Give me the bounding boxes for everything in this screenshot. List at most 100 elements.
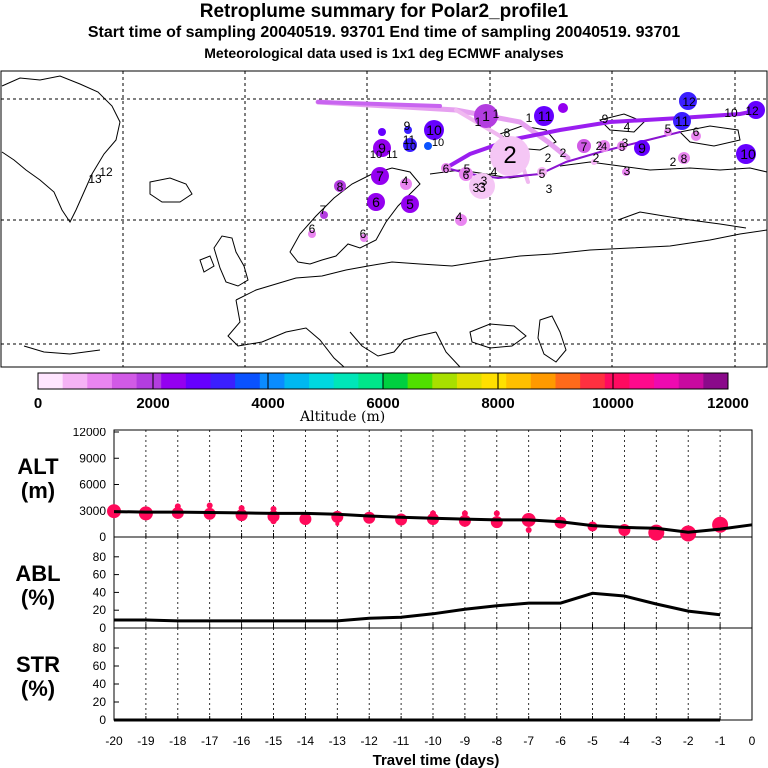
svg-text:7: 7 [581,140,588,154]
svg-text:10: 10 [404,141,416,153]
colorbar-swatch [555,373,581,389]
alt-point [299,513,312,526]
colorbar-swatch [235,373,261,389]
alt-point [458,514,471,527]
svg-text:4: 4 [601,141,607,153]
colorbar-tick-label: 2000 [136,395,169,412]
abl-line [114,591,721,623]
alt-point [238,505,245,512]
y-tick-label: 0 [99,530,106,544]
panel-content: -20 -19 -18 -17 -16 -15 -14 -13 -12 -11 -10 -9 -8 -7-… [105,502,756,768]
alt-line [113,510,753,534]
colorbar-tick-label: 0 [34,395,42,412]
map-point-label: 2 [545,151,552,165]
y-tick-label: 20 [93,695,107,709]
map-point-label: 2 [596,139,603,153]
alt-point [331,510,344,523]
altitude-colorbar: 0 2000 4000 6000 8000 10000 12000 [34,372,749,412]
colorbar-ticks: 0 2000 4000 6000 8000 10000 12000 [34,373,749,412]
colorbar-swatch [333,373,359,389]
colorbar-swatch [161,373,187,389]
svg-text:9: 9 [378,140,386,156]
colorbar-swatch [629,373,655,389]
colorbar-swatch [62,373,88,389]
panel-label: ALT [17,454,59,479]
y-tick-label: 80 [93,550,107,564]
colorbar-swatch [407,373,433,389]
colorbar-swatch [309,373,335,389]
map-point-label: 6 [360,227,367,241]
colorbar-swatch [678,373,704,389]
map-point-label: 3 [624,164,631,178]
colorbar-swatch [87,373,113,389]
sampling-time-subtitle: Start time of sampling 20040519. 93701 E… [87,24,681,41]
x-tick-label: -13 [329,734,347,748]
x-tick-label: -19 [137,734,155,748]
svg-text:7: 7 [376,168,384,184]
colorbar-swatch [210,373,236,389]
x-tick-label: -8 [491,734,502,748]
alt-point [490,516,503,529]
y-tick-label: 60 [93,659,107,673]
colorbar-tick-label: 12000 [707,395,749,412]
y-tick-label: 40 [93,585,107,599]
svg-text:12: 12 [682,95,696,109]
map-point-label: 4 [624,120,631,134]
alt-point [270,518,277,525]
x-tick-label: -5 [587,734,598,748]
map-point-label: 2 [670,155,677,169]
x-tick-label: -12 [361,734,379,748]
colorbar-swatch [580,373,606,389]
svg-text:10: 10 [740,146,756,162]
colorbar-swatch [506,373,532,389]
svg-text:5: 5 [406,196,414,212]
map-point-label: 6 [309,222,316,236]
map-point-label: 8 [504,126,511,140]
map-point-label: 2 [593,151,600,165]
x-axis-label: Travel time (days) [373,752,500,768]
map-point-label: 9 [602,112,609,126]
y-tick-label: 0 [99,621,106,635]
map-point-label: 1 [493,107,500,121]
met-data-subtitle: Meteorological data used is 1x1 deg ECMW… [204,45,564,61]
map-point-label: 1 [475,115,482,129]
alt-point [107,504,121,519]
colorbar-swatch [456,373,483,389]
svg-text:9: 9 [638,140,646,156]
colorbar-swatch [259,373,285,389]
x-tick-label: -16 [233,734,251,748]
svg-text:6: 6 [463,168,470,182]
alt-point [430,510,436,517]
map-point-label: 12 [99,165,113,179]
y-tick-label: 6000 [79,478,106,492]
svg-text:10: 10 [432,137,444,149]
figure-title: Retroplume summary for Polar2_profile1 [199,1,569,22]
alt-point [206,502,213,509]
plume-circles [308,92,765,242]
alt-point [174,503,181,510]
x-tick-label: -6 [555,734,566,748]
x-tick-label: -15 [265,734,283,748]
x-tick-label: -11 [393,734,410,748]
svg-text:6: 6 [443,162,450,176]
time-series-panels: 030006000900012000ALT(m)020406080ABL(%)0… [15,428,756,768]
svg-text:10: 10 [370,149,382,161]
map-point-label: 3 [481,174,488,188]
x-tick-label: -2 [683,734,694,748]
svg-text:6: 6 [372,194,380,210]
x-tick-label: -4 [619,734,630,748]
trajectory-map: 1 11 12 12 10 11 9 2 3 6 6 10 10 9 7 6 5… [0,70,768,368]
map-point-label: 11 [403,133,416,147]
map-point-label: 3 [473,181,480,195]
x-tick-label: -10 [424,734,442,748]
x-tick-label: 0 [749,734,756,748]
colorbar-swatches [37,372,729,390]
colorbar-swatch [38,373,64,389]
colorbar-swatch [358,373,384,389]
colorbar-swatch [383,373,409,389]
y-tick-label: 40 [93,677,107,691]
map-point-label: 2 [560,146,567,160]
panel-unit: (%) [21,676,55,701]
alt-point [525,527,532,533]
